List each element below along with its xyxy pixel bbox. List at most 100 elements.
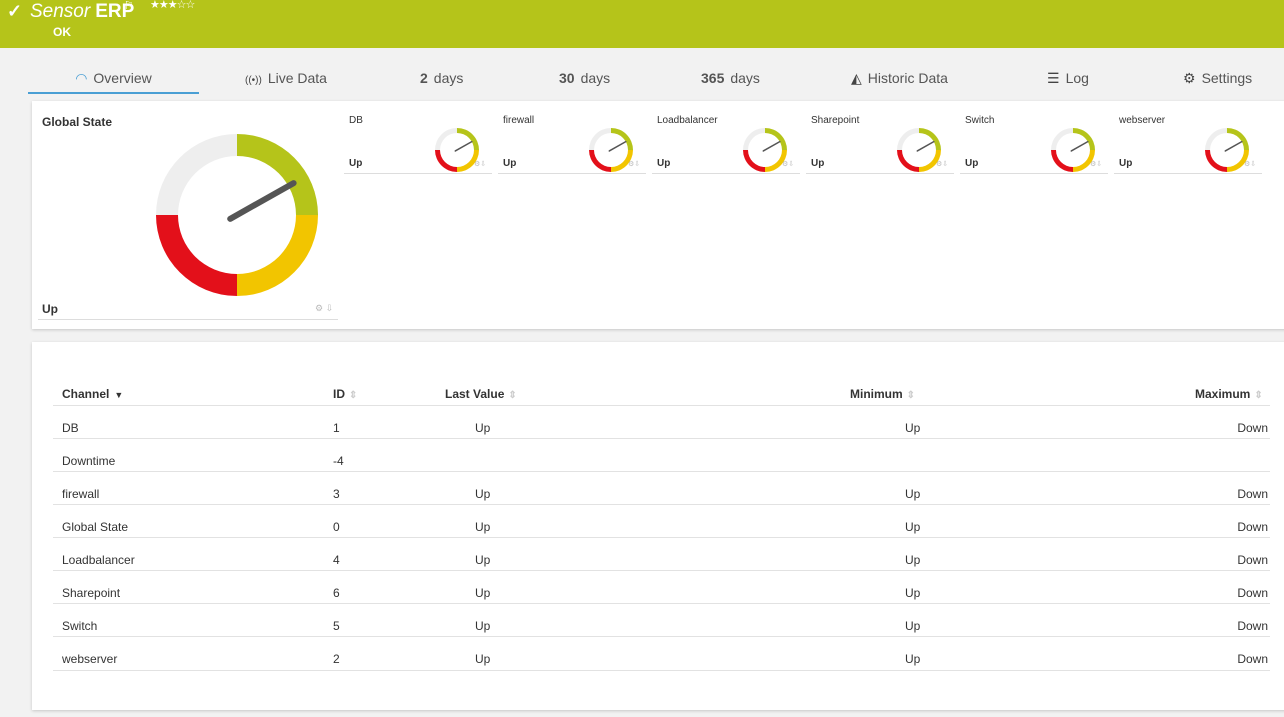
table-row[interactable]: Switch 5 Up Up Down xyxy=(53,603,1270,637)
cell-channel[interactable]: Global State xyxy=(62,520,129,534)
cell-minimum: Up xyxy=(905,520,921,534)
channel-gauge-value: Up xyxy=(965,158,979,169)
tab-label: Live Data xyxy=(267,70,327,86)
channel-gauge-value: Up xyxy=(657,158,671,169)
cell-channel[interactable]: Downtime xyxy=(62,454,116,468)
channel-gauge-name: Sharepoint xyxy=(811,115,860,126)
channel-gauge-value: Up xyxy=(349,158,363,169)
table-row[interactable]: webserver 2 Up Up Down xyxy=(53,636,1270,671)
tab-2-days[interactable]: 2 days xyxy=(420,70,463,86)
gauge-tools-icon[interactable]: ⚙⇩ xyxy=(936,161,949,168)
tab-30-days[interactable]: 30 days xyxy=(559,70,610,86)
channel-gauge-loadbalancer[interactable]: Loadbalancer Up ⚙⇩ xyxy=(652,112,800,174)
tab-log[interactable]: ☰ Log xyxy=(1047,70,1089,87)
tab-number: 365 xyxy=(701,70,725,86)
cell-last-value: Up xyxy=(475,553,491,567)
tab-label: days xyxy=(433,70,464,86)
column-header-maximum[interactable]: Maximum ⇕ xyxy=(1195,387,1263,401)
priority-stars[interactable]: ★★★☆☆ xyxy=(150,0,195,11)
gauge-tools-icon[interactable]: ⚙⇩ xyxy=(782,161,795,168)
tab-number: 30 xyxy=(559,70,575,86)
mini-gauge-chart xyxy=(589,128,633,172)
cell-maximum: Down xyxy=(1237,520,1268,534)
column-header-label: Last Value xyxy=(445,387,505,401)
column-header-minimum[interactable]: Minimum ⇕ xyxy=(850,387,915,401)
gauge-segment-yellow xyxy=(611,150,633,172)
sort-icon: ⇕ xyxy=(1254,390,1263,401)
gauge-segment-red xyxy=(1205,150,1227,172)
cell-minimum: Up xyxy=(905,421,921,435)
cell-minimum: Up xyxy=(905,586,921,600)
divider xyxy=(344,173,492,174)
gauge-segment-red xyxy=(589,150,611,172)
tab-label: Historic Data xyxy=(867,70,948,86)
gauge-segment-red xyxy=(743,150,765,172)
table-row[interactable]: Loadbalancer 4 Up Up Down xyxy=(53,537,1270,571)
tab-settings[interactable]: ⚙ Settings xyxy=(1183,70,1252,87)
gauge-segment-yellow xyxy=(1073,150,1095,172)
cell-channel[interactable]: Loadbalancer xyxy=(62,553,135,567)
sensor-status: OK xyxy=(53,25,71,39)
gauge-segment-green xyxy=(1227,128,1249,150)
mini-gauge-chart xyxy=(743,128,787,172)
check-icon: ✓ xyxy=(7,1,23,21)
sort-desc-icon: ▼ xyxy=(114,390,124,400)
table-row[interactable]: Downtime -4 xyxy=(53,438,1270,472)
gear-icon: ⚙ xyxy=(1183,70,1196,86)
channel-gauge-webserver[interactable]: webserver Up ⚙⇩ xyxy=(1114,112,1262,174)
gauge-tools-icon[interactable]: ⚙⇩ xyxy=(474,161,487,168)
channel-gauge-firewall[interactable]: firewall Up ⚙⇩ xyxy=(498,112,646,174)
gauge-needle xyxy=(227,180,297,222)
tab-365-days[interactable]: 365 days xyxy=(701,70,760,86)
column-header-label: Maximum xyxy=(1195,387,1251,401)
mini-gauge-chart xyxy=(1205,128,1249,172)
gauge-segment-green xyxy=(237,134,318,215)
tab-live-data[interactable]: ((•)) Live Data xyxy=(245,70,327,86)
table-row[interactable]: Global State 0 Up Up Down xyxy=(53,504,1270,538)
table-row[interactable]: DB 1 Up Up Down xyxy=(53,405,1270,439)
table-row[interactable]: firewall 3 Up Up Down xyxy=(53,471,1270,505)
channel-gauge-db[interactable]: DB Up ⚙⇩ xyxy=(344,112,492,174)
main-gauge-value: Up xyxy=(42,302,58,316)
gauge-segment-yellow xyxy=(765,150,787,172)
channel-gauge-sharepoint[interactable]: Sharepoint Up ⚙⇩ xyxy=(806,112,954,174)
gauge-tools-icon[interactable]: ⚙⇩ xyxy=(1244,161,1257,168)
mini-gauge-chart xyxy=(1051,128,1095,172)
gauge-tools-icon[interactable]: ⚙ ⇩ xyxy=(315,303,334,313)
cell-last-value: Up xyxy=(475,520,491,534)
channel-table-panel: Channel ▼ ID ⇕ Last Value ⇕ Minimum ⇕ Maximu… xyxy=(32,342,1284,710)
sort-icon: ⇕ xyxy=(508,390,517,401)
gauge-segment-yellow xyxy=(457,150,479,172)
gauge-tools-icon[interactable]: ⚙⇩ xyxy=(628,161,641,168)
cell-channel[interactable]: webserver xyxy=(62,652,118,666)
tab-label: days xyxy=(580,70,611,86)
tab-number: 2 xyxy=(420,70,428,86)
tab-historic-data[interactable]: ◭ Historic Data xyxy=(851,70,948,87)
tab-overview[interactable]: ◠ Overview xyxy=(28,70,199,94)
column-header-last-value[interactable]: Last Value ⇕ xyxy=(445,387,517,401)
cell-channel[interactable]: firewall xyxy=(62,487,100,501)
broadcast-icon: ((•)) xyxy=(245,75,262,86)
flag-icon[interactable]: ⚐ xyxy=(124,0,134,12)
gauge-segment-red xyxy=(897,150,919,172)
sort-icon: ⇕ xyxy=(906,390,916,401)
tab-bar: ◠ Overview ((•)) Live Data 2 days 30 days 36… xyxy=(0,64,1284,94)
cell-channel[interactable]: Switch xyxy=(62,619,98,633)
gauge-segment-yellow xyxy=(237,215,318,296)
global-state-gauge[interactable] xyxy=(152,130,322,300)
tab-label: Log xyxy=(1065,70,1089,86)
column-header-id[interactable]: ID ⇕ xyxy=(333,387,357,401)
cell-channel[interactable]: Sharepoint xyxy=(62,586,121,600)
channel-gauge-switch[interactable]: Switch Up ⚙⇩ xyxy=(960,112,1108,174)
table-row[interactable]: Sharepoint 6 Up Up Down xyxy=(53,570,1270,604)
gauges-panel: Global State Up ⚙ ⇩ DB Up ⚙⇩ firewall Up… xyxy=(32,101,1284,329)
gauge-tools-icon[interactable]: ⚙⇩ xyxy=(1090,161,1103,168)
cell-channel[interactable]: DB xyxy=(62,421,79,435)
channel-gauge-value: Up xyxy=(1119,158,1133,169)
gauge-segment-yellow xyxy=(1227,150,1249,172)
gauge-segment-red xyxy=(1051,150,1073,172)
mini-gauge-chart xyxy=(897,128,941,172)
divider xyxy=(1114,173,1262,174)
tab-label: days xyxy=(730,70,760,86)
column-header-channel[interactable]: Channel ▼ xyxy=(62,387,123,401)
